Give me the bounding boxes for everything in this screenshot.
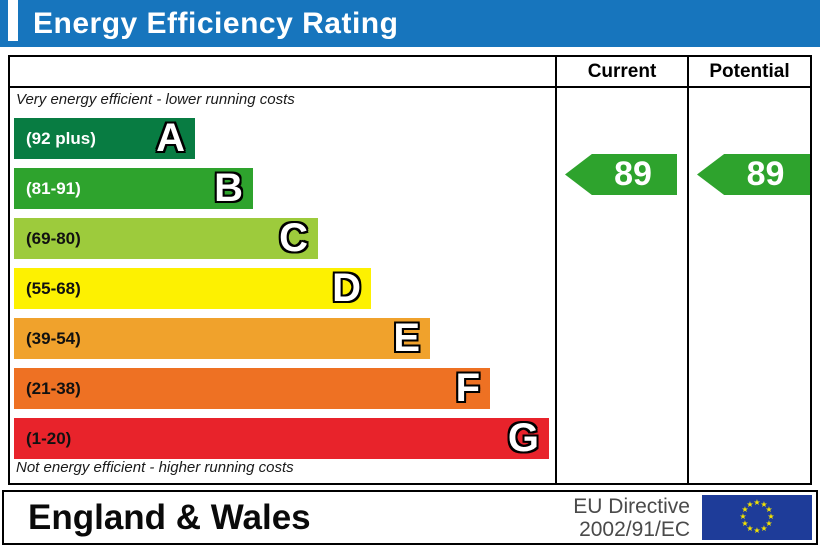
column-divider-potential bbox=[687, 57, 689, 483]
column-header-potential: Potential bbox=[709, 61, 790, 82]
band-e-range: (39-54) bbox=[26, 329, 81, 348]
footer-bar: England & Wales EU Directive 2002/91/EC … bbox=[2, 490, 818, 545]
band-d: (55-68) D bbox=[14, 268, 371, 309]
potential-rating-value: 89 bbox=[746, 155, 785, 193]
band-c-range: (69-80) bbox=[26, 229, 81, 248]
band-a: (92 plus) A bbox=[14, 118, 195, 159]
eu-flag-star: ★ bbox=[753, 498, 761, 507]
region-label: England & Wales bbox=[28, 498, 311, 537]
current-rating-value: 89 bbox=[614, 155, 652, 193]
band-d-range: (55-68) bbox=[26, 279, 81, 298]
eu-flag-star: ★ bbox=[753, 526, 761, 535]
caption-not-efficient: Not energy efficient - higher running co… bbox=[16, 459, 294, 476]
band-c-letter: C bbox=[279, 216, 308, 260]
column-header-current: Current bbox=[587, 61, 657, 82]
band-g-range: (1-20) bbox=[26, 429, 72, 448]
band-g: (1-20) G bbox=[14, 418, 549, 459]
potential-rating-arrow: 89 bbox=[697, 154, 810, 195]
band-a-letter: A bbox=[156, 116, 185, 160]
eu-flag-star: ★ bbox=[765, 505, 773, 514]
band-c: (69-80) C bbox=[14, 218, 318, 259]
eu-flag-star: ★ bbox=[741, 505, 749, 514]
eu-flag-star: ★ bbox=[767, 512, 775, 521]
eu-flag: ★ ★ ★ ★ ★ ★ ★ ★ ★ ★ ★ ★ bbox=[702, 495, 812, 540]
band-f-range: (21-38) bbox=[26, 379, 81, 398]
band-f: (21-38) F bbox=[14, 368, 490, 409]
eu-flag-star: ★ bbox=[739, 512, 747, 521]
band-b: (81-91) B bbox=[14, 168, 253, 209]
title-bar: Energy Efficiency Rating bbox=[0, 0, 820, 47]
caption-very-efficient: Very energy efficient - lower running co… bbox=[16, 91, 295, 108]
eu-flag-star: ★ bbox=[760, 499, 768, 509]
band-e: (39-54) E bbox=[14, 318, 430, 359]
header-notch bbox=[8, 0, 18, 41]
eu-flag-star: ★ bbox=[741, 519, 749, 528]
band-g-letter: G bbox=[507, 416, 539, 460]
header-row-divider bbox=[10, 86, 810, 88]
eu-flag-star: ★ bbox=[760, 524, 768, 534]
band-a-range: (92 plus) bbox=[26, 129, 96, 148]
rating-table: Current Potential Very energy efficient … bbox=[8, 55, 812, 485]
band-d-letter: D bbox=[332, 266, 361, 310]
eu-flag-star: ★ bbox=[765, 519, 773, 528]
eu-flag-star: ★ bbox=[746, 499, 754, 509]
band-b-range: (81-91) bbox=[26, 179, 81, 198]
eu-directive-label: EU Directive 2002/91/EC bbox=[520, 495, 690, 541]
eu-directive-line2: 2002/91/EC bbox=[579, 518, 690, 541]
band-e-letter: E bbox=[393, 316, 420, 360]
band-f-letter: F bbox=[455, 366, 480, 410]
page-title: Energy Efficiency Rating bbox=[33, 7, 399, 40]
eu-flag-star: ★ bbox=[746, 524, 754, 534]
column-divider-current bbox=[555, 57, 557, 483]
current-rating-arrow: 89 bbox=[565, 154, 677, 195]
band-b-letter: B bbox=[214, 166, 243, 210]
eu-directive-line1: EU Directive bbox=[573, 495, 690, 518]
